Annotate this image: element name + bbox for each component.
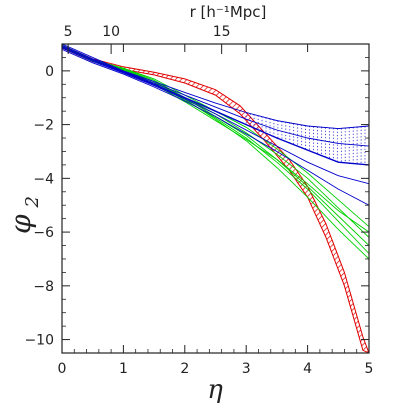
red-band-upper-line — [62, 44, 369, 353]
x-tick-label: 4 — [303, 361, 312, 377]
green-line — [62, 46, 369, 238]
y-axis-title-sub: 2 — [22, 196, 43, 208]
y-tick-label: −10 — [24, 333, 54, 349]
x-tick-label: 1 — [119, 361, 128, 377]
green-line — [62, 44, 369, 260]
plot-frame — [61, 43, 370, 354]
svg-text:φ 2: φ 2 — [4, 196, 43, 234]
x-tick-label: 5 — [365, 361, 374, 377]
top-r-tick-label: 10 — [102, 24, 120, 40]
red-band-series — [62, 44, 369, 353]
plot-area — [62, 44, 369, 353]
x-tick-label: 2 — [180, 361, 189, 377]
green-line — [62, 44, 369, 228]
blue-line-series — [62, 44, 369, 206]
top-r-tick-label: 5 — [64, 24, 73, 40]
blue-dotted-band — [245, 112, 369, 165]
y-tick-label: −4 — [33, 171, 54, 187]
y-tick-label: −8 — [33, 279, 54, 295]
blue-band-upper-edge — [246, 112, 369, 129]
x-tick-label: 3 — [242, 361, 251, 377]
green-line — [62, 44, 369, 246]
y-axis-title: φ 2 — [4, 196, 43, 234]
green-line — [62, 46, 369, 233]
red-band-fill — [62, 45, 369, 353]
y-axis-title-main: φ — [4, 214, 37, 234]
y-tick-label: 0 — [45, 64, 54, 80]
blue-line — [62, 47, 369, 185]
blue-line — [62, 48, 369, 206]
top-r-tick-label: 15 — [213, 24, 231, 40]
x-tick-label: 0 — [58, 361, 67, 377]
blue-line — [62, 44, 369, 130]
axis-ticks: 0 1 2 3 4 5 0 −2 −4 −6 −8 −10 5 10 15 — [24, 24, 373, 377]
blue-line — [62, 46, 369, 166]
top-axis-title: r [h⁻¹Mpc] — [190, 3, 267, 21]
y-tick-label: −6 — [33, 225, 54, 241]
x-axis-title: η — [207, 375, 223, 403]
y-tick-label: −2 — [33, 118, 54, 134]
